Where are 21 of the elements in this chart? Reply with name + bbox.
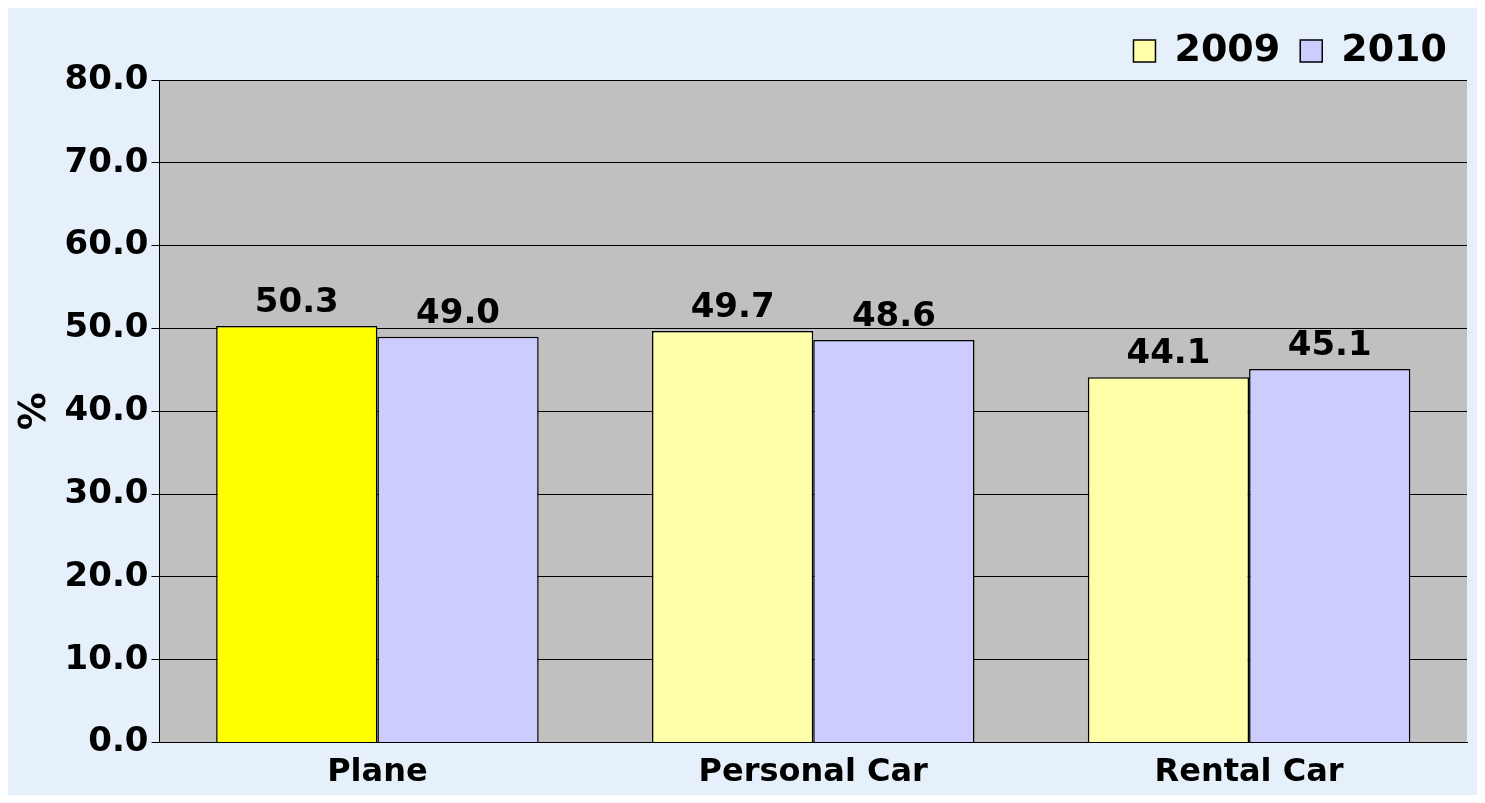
data-label: 48.6 bbox=[851, 293, 936, 334]
x-tick-label: Rental Car bbox=[1154, 751, 1344, 790]
legend-label: 2009 bbox=[1174, 25, 1281, 70]
y-tick-label: 10.0 bbox=[64, 636, 149, 677]
y-tick-label: 20.0 bbox=[64, 553, 149, 594]
y-tick-label: 60.0 bbox=[64, 222, 149, 263]
data-label: 50.3 bbox=[254, 279, 339, 320]
legend-label: 2010 bbox=[1341, 25, 1447, 70]
data-label: 45.1 bbox=[1287, 322, 1372, 363]
data-label: 44.1 bbox=[1126, 331, 1211, 372]
data-label: 49.0 bbox=[416, 290, 500, 331]
y-axis-title: % bbox=[9, 392, 54, 431]
y-tick-label: 0.0 bbox=[88, 719, 149, 760]
y-tick-label: 40.0 bbox=[64, 388, 149, 429]
y-tick-label: 70.0 bbox=[64, 139, 149, 180]
x-tick-label: Personal Car bbox=[698, 751, 929, 790]
x-tick-label: Plane bbox=[327, 751, 428, 790]
y-tick-label: 50.0 bbox=[64, 305, 149, 346]
y-tick-label: 80.0 bbox=[64, 56, 149, 97]
data-label: 49.7 bbox=[690, 284, 775, 325]
y-tick-label: 30.0 bbox=[64, 470, 149, 511]
